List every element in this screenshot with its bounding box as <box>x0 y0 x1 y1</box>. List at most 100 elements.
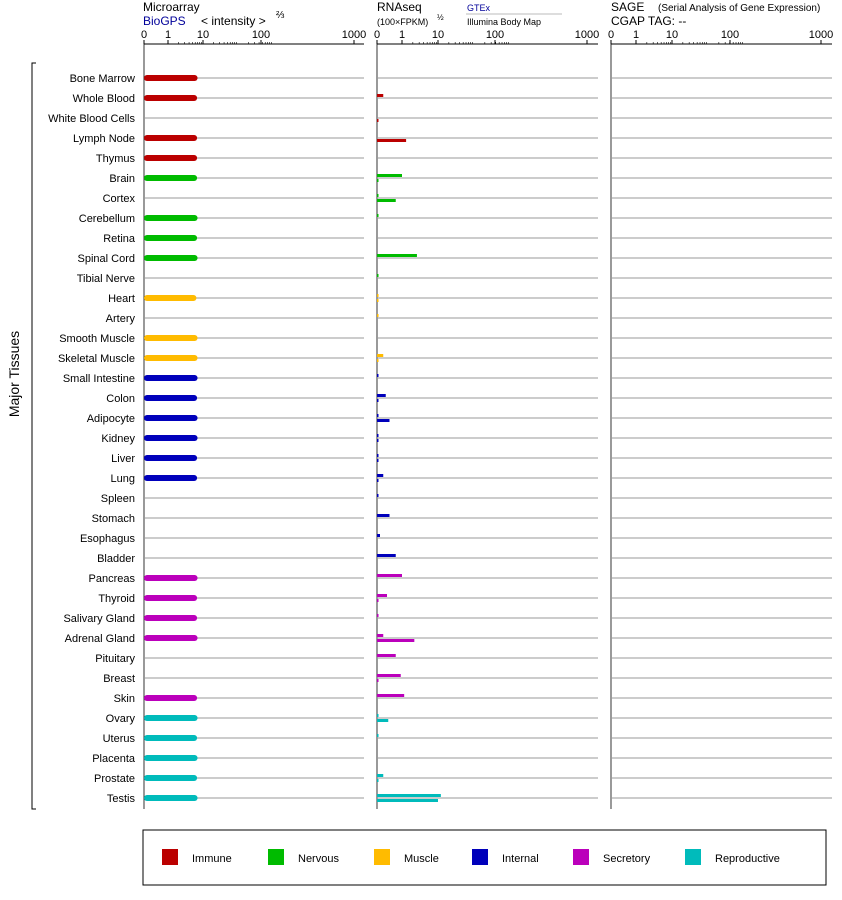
gtex-bar <box>377 494 379 497</box>
tissue-label: Bladder <box>97 553 135 565</box>
rnaseq-tick-label: 1 <box>399 29 405 41</box>
tissue-label: Kidney <box>101 433 135 445</box>
rnaseq-tick-label: 100 <box>486 29 504 41</box>
side-label: Major Tissues <box>6 331 22 417</box>
sage-tick-label: 0 <box>608 29 614 41</box>
ibm-bar <box>377 139 407 142</box>
legend-swatch-internal <box>472 849 488 865</box>
gtex-bar <box>377 674 401 677</box>
gtex-bar <box>377 394 386 397</box>
tissue-label: Heart <box>108 293 135 305</box>
microarray-bar <box>144 715 198 721</box>
tissue-label: Ovary <box>106 713 136 725</box>
legend-label-nervous: Nervous <box>298 853 339 865</box>
rnaseq-source-ibm: Illumina Body Map <box>467 17 541 27</box>
tissue-label: Salivary Gland <box>63 613 135 625</box>
rnaseq-source-gtex: GTEx <box>467 3 491 13</box>
microarray-bar <box>144 175 198 181</box>
tissue-label: Pituitary <box>95 653 135 665</box>
tissue-label: Uterus <box>103 733 136 745</box>
microarray-bar <box>144 215 198 221</box>
rnaseq-tick-label: 1000 <box>575 29 599 41</box>
tissue-label: Whole Blood <box>73 93 135 105</box>
tissue-label: Breast <box>103 673 135 685</box>
microarray-tick-label: 10 <box>197 29 209 41</box>
microarray-bar <box>144 295 197 301</box>
tissue-label: Spleen <box>101 493 135 505</box>
microarray-bar <box>144 415 198 421</box>
microarray-tick-label: 100 <box>252 29 270 41</box>
gtex-bar <box>377 614 379 617</box>
gtex-bar <box>377 714 379 717</box>
microarray-bar <box>144 355 198 361</box>
gtex-bar <box>377 534 380 537</box>
gtex-bar <box>377 654 396 657</box>
microarray-bar <box>144 755 198 761</box>
microarray-metric: < intensity > <box>201 14 266 28</box>
tissue-bracket <box>31 62 36 810</box>
gtex-bar <box>377 254 417 257</box>
gtex-bar <box>377 294 379 297</box>
microarray-bar <box>144 475 198 481</box>
tissue-label: Brain <box>109 173 135 185</box>
ibm-bar <box>377 199 396 202</box>
gtex-bar <box>377 574 402 577</box>
microarray-bar <box>144 775 198 781</box>
sage-tick-label: 1000 <box>809 29 833 41</box>
gtex-bar <box>377 314 379 317</box>
microarray-bar <box>144 335 198 341</box>
sage-title: SAGE <box>611 0 644 14</box>
ibm-bar <box>377 299 379 302</box>
tissue-label: Bone Marrow <box>70 73 135 85</box>
sage-tick-label: 1 <box>633 29 639 41</box>
ibm-bar <box>377 479 379 482</box>
gtex-bar <box>377 454 379 457</box>
tissue-label: Esophagus <box>80 533 136 545</box>
ibm-bar <box>377 599 379 602</box>
sage-tag: CGAP TAG: -- <box>611 14 686 28</box>
microarray-bar <box>144 435 198 441</box>
rnaseq-tick-label: 0 <box>374 29 380 41</box>
ibm-bar <box>377 679 379 682</box>
tissue-label: Tibial Nerve <box>77 273 135 285</box>
microarray-bar <box>144 135 198 141</box>
ibm-bar <box>377 719 389 722</box>
tissue-label: Spinal Cord <box>78 253 135 265</box>
gtex-bar <box>377 794 441 797</box>
gtex-bar <box>377 94 384 97</box>
sage-tick-label: 100 <box>721 29 739 41</box>
gtex-bar <box>377 594 387 597</box>
gtex-bar <box>377 634 384 637</box>
rnaseq-title: RNAseq <box>377 0 422 14</box>
sage-subtitle: (Serial Analysis of Gene Expression) <box>658 3 820 14</box>
gtex-bar <box>377 474 384 477</box>
microarray-bar <box>144 595 198 601</box>
microarray-bar <box>144 695 198 701</box>
tissue-label: Thymus <box>96 153 136 165</box>
tissue-label: Prostate <box>94 773 135 785</box>
rnaseq-metric-exponent: ½ <box>437 13 444 22</box>
tissue-label: Stomach <box>92 513 135 525</box>
legend-label-reproductive: Reproductive <box>715 853 780 865</box>
microarray-title: Microarray <box>143 0 200 14</box>
tissue-label: Artery <box>106 313 136 325</box>
microarray-bar <box>144 735 198 741</box>
ibm-bar <box>377 779 379 782</box>
gtex-bar <box>377 734 379 737</box>
ibm-bar <box>377 359 379 362</box>
ibm-bar <box>377 639 415 642</box>
microarray-bar <box>144 155 198 161</box>
axes-layer: 0 1 10 100 1000 0 1 10 100 1000 0 1 10 100 1000 <box>141 29 833 809</box>
rnaseq-tick-label: 10 <box>432 29 444 41</box>
microarray-bar <box>144 635 198 641</box>
gtex-bar <box>377 214 379 217</box>
legend-label-immune: Immune <box>192 853 232 865</box>
microarray-bar <box>144 235 198 241</box>
rnaseq-metric: (100×FPKM) <box>377 17 428 27</box>
microarray-bar <box>144 375 198 381</box>
microarray-bar <box>144 455 198 461</box>
rows-layer: Bone Marrow Whole Blood White Blood Cells L… <box>48 73 832 805</box>
microarray-bar <box>144 255 198 261</box>
tissue-label: Cortex <box>103 193 136 205</box>
microarray-bar <box>144 575 198 581</box>
